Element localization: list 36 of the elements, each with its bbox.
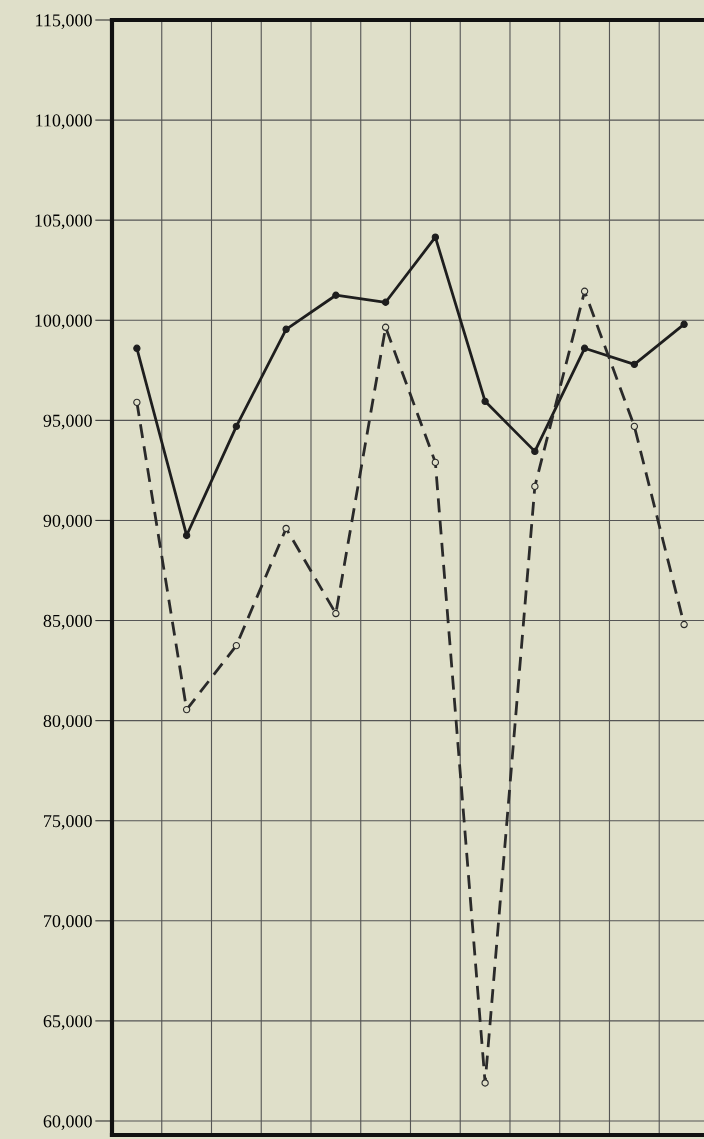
y-tick-label: 95,000: [43, 414, 92, 430]
point: [232, 422, 241, 431]
y-tick-label: 75,000: [44, 814, 92, 830]
point: [282, 524, 290, 533]
point: [531, 482, 539, 491]
point: [481, 397, 489, 406]
y-tick-label: 90,000: [43, 514, 92, 530]
y-tick-label: 115,000: [36, 14, 92, 30]
point: [431, 458, 440, 467]
y-tick-label: 105,000: [35, 214, 92, 230]
y-tick-label: 85,000: [43, 614, 92, 630]
point: [381, 323, 390, 331]
point: [332, 291, 340, 299]
point: [580, 287, 589, 295]
point: [680, 320, 688, 328]
point: [630, 422, 639, 431]
y-tick-label: 70,000: [44, 915, 92, 930]
point: [133, 398, 141, 407]
point: [282, 325, 290, 333]
y-tick-label: 100,000: [35, 314, 92, 330]
point: [182, 531, 191, 540]
point: [630, 360, 639, 368]
point: [133, 344, 141, 352]
point: [580, 344, 589, 352]
point: [680, 620, 688, 629]
y-tick-label: 60,000: [43, 1115, 92, 1131]
point: [531, 447, 539, 456]
point: [232, 641, 241, 650]
point: [431, 233, 440, 241]
point: [381, 298, 390, 306]
point: [182, 705, 191, 714]
y-tick-label: 80,000: [43, 714, 92, 730]
point: [481, 1079, 489, 1087]
point: [332, 609, 340, 618]
y-tick-label: 65,000: [43, 1015, 92, 1030]
y-tick-label: 110,000: [36, 114, 92, 130]
